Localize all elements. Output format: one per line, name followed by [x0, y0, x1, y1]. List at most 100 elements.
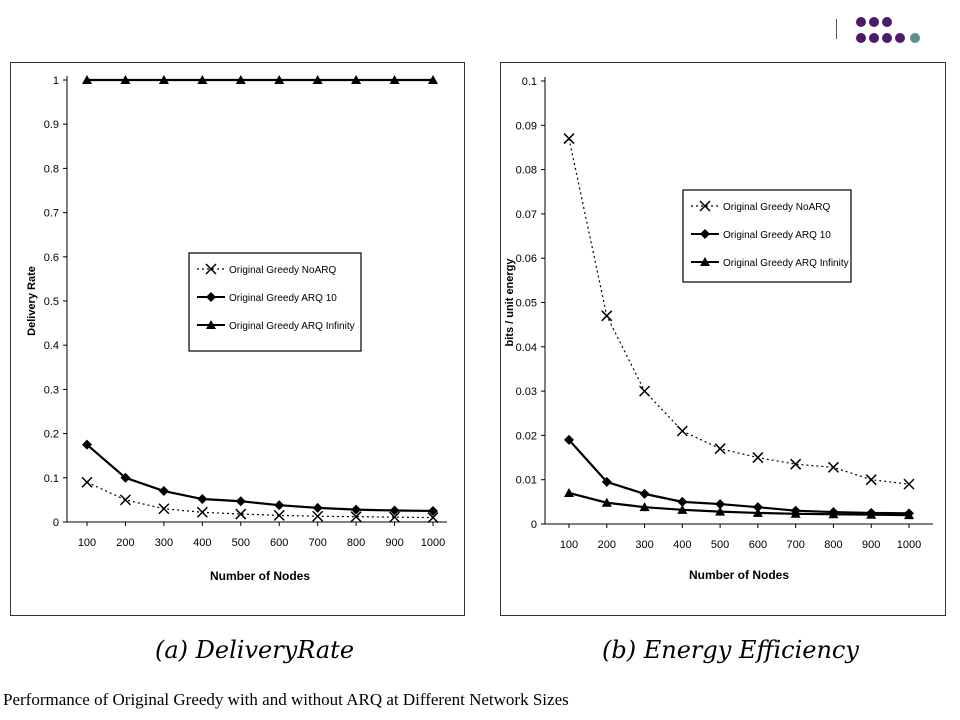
series-triangle [564, 487, 914, 520]
y-tick-label: 0.5 [44, 296, 59, 308]
legend-marker-triangle [206, 320, 216, 329]
x-tick-label: 600 [270, 537, 288, 549]
x-tick-label: 500 [711, 539, 729, 551]
y-tick-label: 0.02 [516, 430, 537, 442]
legend-marker-triangle [700, 257, 710, 266]
energy-efficiency-chart-panel: 0 0.01 0.02 0.03 0.04 0.05 0.06 0.07 0.08 0.09 0.1… [500, 62, 946, 616]
data-point-triangle [866, 509, 877, 519]
y-tick-label: 0.09 [516, 120, 537, 132]
x-tick-label: 900 [862, 539, 880, 551]
x-tick-label: 1000 [897, 539, 921, 551]
y-tick-label: 0.2 [44, 429, 59, 441]
data-point-triangle [752, 507, 763, 517]
dot [856, 17, 866, 27]
legend-label: Original Greedy ARQ 10 [723, 230, 831, 241]
y-tick-label: 0.1 [522, 76, 537, 88]
figure-caption: Performance of Original Greedy with and … [3, 690, 569, 709]
y-axis-label: bits / unit energy [504, 258, 516, 347]
y-tick-label: 0.08 [516, 165, 537, 177]
y-tick-label: 1 [53, 75, 59, 87]
data-point-x [235, 508, 247, 520]
data-point-x [752, 452, 764, 464]
data-point-diamond [564, 434, 574, 445]
legend-marker-diamond [206, 292, 216, 302]
subcaption-a: (a) DeliveryRate [155, 636, 355, 664]
legend: Original Greedy NoARQ Original Greedy ARQ… [188, 252, 362, 352]
series-x [563, 133, 915, 490]
data-point-triangle [120, 75, 131, 84]
y-axis-label: Delivery Rate [26, 266, 38, 336]
data-point-diamond [428, 505, 438, 516]
data-point-diamond [235, 496, 246, 507]
y-tick-label: 0.3 [44, 384, 59, 396]
delivery-rate-chart-panel: 0 0.1 0.2 0.3 0.4 0.5 0.6 0.7 0.8 0.9 1 100 200 300 40… [10, 62, 465, 616]
data-point-x [312, 510, 324, 522]
y-tick-label: 0.6 [44, 252, 59, 264]
x-tick-label: 100 [560, 539, 578, 551]
series-line [568, 439, 910, 515]
data-point-x [119, 494, 131, 506]
data-point-x [639, 385, 651, 397]
data-point-x [563, 133, 575, 145]
y-tick-label: 0 [53, 517, 59, 529]
energy-efficiency-chart: 0 0.01 0.02 0.03 0.04 0.05 0.06 0.07 0.08 0.09 0.1… [504, 76, 933, 582]
data-point-x [601, 310, 613, 322]
data-point-diamond [601, 476, 612, 487]
y-tick-label: 0.1 [44, 473, 59, 485]
y-tick-label: 0.9 [44, 119, 59, 131]
legend-label: Original Greedy NoARQ [723, 202, 830, 213]
dot [882, 17, 892, 27]
data-point-diamond [197, 494, 208, 505]
data-point-x [676, 425, 688, 437]
data-point-diamond [677, 496, 688, 507]
y-tick-label: 0.06 [516, 253, 537, 265]
data-point-diamond [120, 472, 131, 483]
y-tick-label: 0.8 [44, 163, 59, 175]
data-point-triangle [428, 75, 438, 84]
x-tick-label: 900 [385, 537, 403, 549]
data-point-diamond [389, 505, 400, 516]
data-point-triangle [312, 75, 323, 84]
dot [869, 17, 879, 27]
series-line [568, 491, 910, 517]
dot [869, 33, 879, 43]
data-point-triangle [389, 75, 400, 84]
x-tick-label: 400 [673, 539, 691, 551]
y-tick-label: 0.03 [516, 386, 537, 398]
data-point-x [790, 458, 802, 470]
y-tick-label: 0 [531, 519, 537, 531]
data-point-x [714, 443, 726, 455]
delivery-rate-chart: 0 0.1 0.2 0.3 0.4 0.5 0.6 0.7 0.8 0.9 1 100 200 300 40… [26, 75, 447, 583]
data-point-triangle [715, 506, 726, 516]
data-point-diamond [351, 504, 362, 515]
data-point-x [350, 511, 362, 523]
data-point-triangle [564, 487, 574, 497]
dot [895, 33, 905, 43]
data-point-x [389, 511, 401, 523]
series-line [86, 481, 434, 519]
data-point-triangle [677, 504, 688, 514]
legend-label: Original Greedy ARQ Infinity [723, 258, 849, 269]
data-point-triangle [904, 510, 914, 520]
data-point-x [903, 478, 915, 490]
data-point-diamond [639, 488, 650, 499]
data-point-x [827, 461, 839, 473]
data-point-x [427, 512, 439, 524]
series-line [86, 443, 434, 513]
data-point-triangle [351, 75, 362, 84]
x-tick-label: 700 [308, 537, 326, 549]
legend-label: Original Greedy ARQ Infinity [229, 321, 355, 332]
data-point-triangle [82, 75, 92, 84]
legend: Original Greedy NoARQ Original Greedy ARQ… [682, 189, 852, 283]
y-tick-label: 0.05 [516, 298, 537, 310]
dot [882, 33, 892, 43]
x-tick-label: 100 [78, 537, 96, 549]
y-tick-label: 0.4 [44, 340, 59, 352]
data-point-triangle [601, 497, 612, 507]
x-axis-label: Number of Nodes [210, 569, 310, 583]
x-tick-label: 1000 [421, 537, 445, 549]
y-tick-label: 0.01 [516, 475, 537, 487]
x-tick-label: 800 [824, 539, 842, 551]
data-point-x [81, 476, 93, 488]
data-point-diamond [312, 502, 323, 513]
